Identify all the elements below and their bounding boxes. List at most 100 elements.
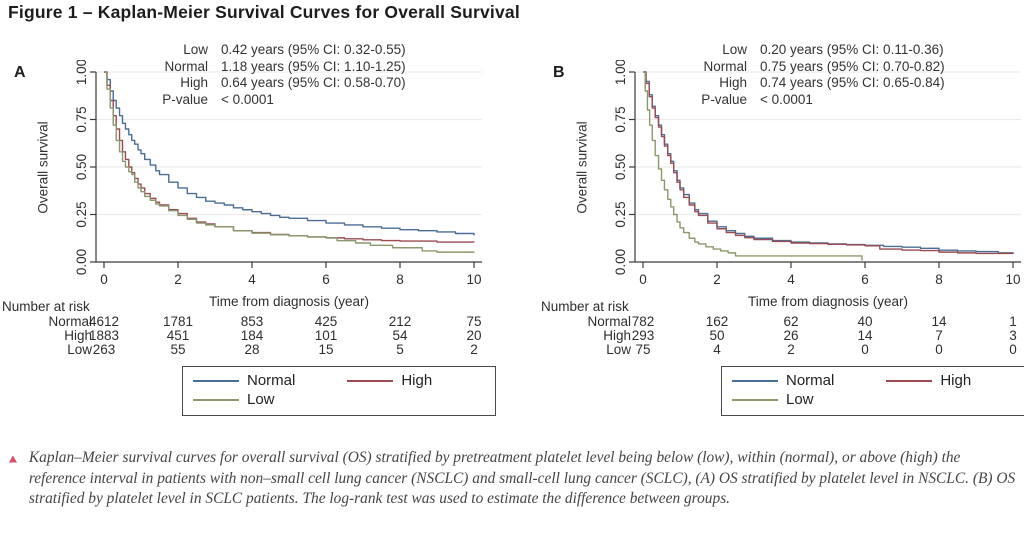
- at-risk-value: 62: [783, 314, 799, 329]
- at-risk-value: 212: [388, 314, 412, 329]
- at-risk-value: 853: [240, 314, 264, 329]
- svg-text:0.00: 0.00: [613, 249, 628, 275]
- svg-text:6: 6: [322, 272, 330, 287]
- at-risk-value: 1: [1009, 314, 1017, 329]
- panel-a-legend: Normal High Low: [182, 366, 496, 416]
- legend-item-normal: Normal: [193, 372, 347, 389]
- svg-text:2: 2: [713, 272, 721, 287]
- at-risk-value: 7: [935, 328, 943, 343]
- svg-text:0.25: 0.25: [613, 201, 628, 227]
- panel-a: A Overall survival Low 0.42 years (95% C…: [0, 36, 500, 444]
- svg-text:0: 0: [639, 272, 647, 287]
- at-risk-group-label: Normal: [587, 314, 631, 329]
- at-risk-value: 50: [709, 328, 725, 343]
- stats-label: Normal: [164, 58, 208, 74]
- legend-label: High: [401, 372, 433, 389]
- stats-value: < 0.0001: [760, 91, 813, 107]
- panel-b-number-at-risk-heading: Number at risk: [541, 299, 629, 314]
- at-risk-value: 14: [931, 314, 947, 329]
- at-risk-value: 75: [635, 342, 651, 357]
- svg-text:Time from diagnosis (year): Time from diagnosis (year): [209, 294, 369, 309]
- at-risk-value: 0: [1009, 342, 1017, 357]
- stats-value: 1.18 years (95% CI: 1.10-1.25): [221, 58, 406, 74]
- normal-line-swatch: [193, 379, 239, 382]
- panel-b-label: B: [553, 64, 565, 81]
- at-risk-group-label: Low: [67, 342, 92, 357]
- svg-text:0.75: 0.75: [74, 106, 89, 132]
- at-risk-value: 0: [861, 342, 869, 357]
- svg-text:2: 2: [174, 272, 182, 287]
- svg-text:0.25: 0.25: [74, 201, 89, 227]
- panel-a-number-at-risk-heading: Number at risk: [2, 299, 90, 314]
- stats-label: Normal: [703, 58, 747, 74]
- svg-text:0.75: 0.75: [613, 106, 628, 132]
- stats-value: 0.74 years (95% CI: 0.65-0.84): [760, 75, 945, 90]
- high-line-swatch: [886, 379, 933, 382]
- panel-b-y-axis-title: Overall survival: [574, 121, 590, 214]
- svg-text:0.00: 0.00: [74, 249, 89, 275]
- caption-text: Kaplan–Meier survival curves for overall…: [28, 449, 1016, 508]
- stats-value: 0.20 years (95% CI: 0.11-0.36): [760, 42, 944, 57]
- svg-text:1.00: 1.00: [613, 60, 628, 85]
- svg-text:1.00: 1.00: [74, 60, 89, 85]
- at-risk-value: 451: [166, 328, 190, 343]
- at-risk-value: 20: [466, 328, 482, 343]
- panel-b-survival-plot: 0 2 4 6 8 10 0.00 0.25 0.50 0.75 1.00 Time from dia…: [613, 60, 1021, 309]
- svg-text:6: 6: [861, 272, 869, 287]
- at-risk-value: 782: [631, 314, 655, 329]
- stats-label: Low: [722, 42, 747, 57]
- at-risk-value: 425: [314, 314, 338, 329]
- legend-item-high: High: [347, 372, 487, 389]
- at-risk-value: 162: [705, 314, 729, 329]
- stats-label: High: [180, 75, 208, 90]
- legend-label: Low: [247, 391, 275, 408]
- at-risk-value: 15: [318, 342, 334, 357]
- at-risk-value: 184: [240, 328, 264, 343]
- svg-text:10: 10: [1005, 272, 1020, 287]
- stats-label: Low: [183, 42, 208, 57]
- at-risk-value: 5: [396, 342, 404, 357]
- svg-text:10: 10: [466, 272, 481, 287]
- at-risk-value: 4: [713, 342, 721, 357]
- at-risk-value: 54: [392, 328, 408, 343]
- svg-text:Time from diagnosis (year): Time from diagnosis (year): [748, 294, 908, 309]
- at-risk-group-label: Normal: [48, 314, 92, 329]
- at-risk-value: 75: [466, 314, 482, 329]
- at-risk-value: 101: [314, 328, 338, 343]
- svg-text:8: 8: [935, 272, 943, 287]
- at-risk-value: 2: [787, 342, 795, 357]
- at-risk-value: 1883: [88, 328, 120, 343]
- panel-b-legend: Normal High Low: [721, 366, 1024, 416]
- stats-value: 0.42 years (95% CI: 0.32-0.55): [221, 42, 406, 57]
- svg-text:0.50: 0.50: [613, 154, 628, 180]
- stats-value: 0.75 years (95% CI: 0.70-0.82): [760, 58, 945, 74]
- svg-text:4: 4: [787, 272, 795, 287]
- at-risk-value: 1781: [162, 314, 194, 329]
- panel-a-survival-plot: 0 2 4 6 8 10 0.00 0.25 0.50 0.75 1.00 Time from dia…: [74, 60, 482, 309]
- legend-item-low: Low: [732, 391, 886, 408]
- at-risk-value: 293: [631, 328, 655, 343]
- legend-label: High: [940, 372, 972, 389]
- stats-label: P-value: [162, 91, 208, 107]
- at-risk-value: 26: [783, 328, 799, 343]
- svg-text:8: 8: [396, 272, 404, 287]
- panel-a-stats-block: Low 0.42 years (95% CI: 0.32-0.55) Norma…: [96, 42, 406, 108]
- panel-b-stats-block: Low 0.20 years (95% CI: 0.11-0.36) Norma…: [635, 42, 945, 108]
- at-risk-value: 0: [935, 342, 943, 357]
- at-risk-value: 14: [857, 328, 873, 343]
- legend-label: Normal: [247, 372, 296, 389]
- legend-item-high: High: [886, 372, 1024, 389]
- at-risk-value: 55: [170, 342, 186, 357]
- panel-a-y-axis-title: Overall survival: [35, 121, 51, 214]
- stats-label: High: [719, 75, 747, 90]
- svg-text:4: 4: [248, 272, 256, 287]
- legend-item-normal: Normal: [732, 372, 886, 389]
- at-risk-value: 28: [244, 342, 260, 357]
- stats-value: 0.64 years (95% CI: 0.58-0.70): [221, 75, 406, 90]
- stats-value: < 0.0001: [221, 91, 274, 107]
- normal-line-swatch: [732, 379, 778, 382]
- at-risk-value: 40: [857, 314, 873, 329]
- at-risk-value: 2: [470, 342, 478, 357]
- caption-triangle-icon: ▲: [6, 451, 20, 465]
